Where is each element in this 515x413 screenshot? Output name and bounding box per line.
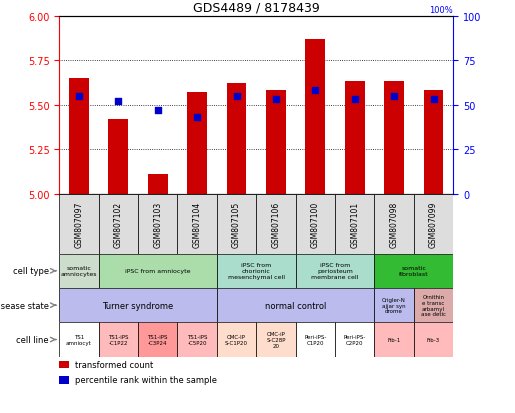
Point xyxy=(390,93,398,100)
Text: iPSC from
periosteum
membrane cell: iPSC from periosteum membrane cell xyxy=(312,263,358,280)
Bar xyxy=(69,78,89,194)
Bar xyxy=(374,323,414,357)
Bar xyxy=(217,323,256,357)
Bar xyxy=(414,323,453,357)
Point xyxy=(272,97,280,103)
Bar xyxy=(109,119,128,194)
Bar xyxy=(296,194,335,254)
Bar xyxy=(217,194,256,254)
Text: iPSC from amniocyte: iPSC from amniocyte xyxy=(125,268,191,274)
Bar xyxy=(99,254,217,288)
Title: GDS4489 / 8178439: GDS4489 / 8178439 xyxy=(193,1,320,14)
Text: Fib-3: Fib-3 xyxy=(427,337,440,342)
Bar xyxy=(296,323,335,357)
Text: Fib-1: Fib-1 xyxy=(387,337,401,342)
Bar xyxy=(177,323,217,357)
Text: somatic
fibroblast: somatic fibroblast xyxy=(399,266,428,277)
Text: TS1-iPS
-C5P20: TS1-iPS -C5P20 xyxy=(187,334,208,345)
Text: iPSC from
chorionic
mesenchymal cell: iPSC from chorionic mesenchymal cell xyxy=(228,263,285,280)
Bar xyxy=(256,194,296,254)
Point xyxy=(114,98,123,105)
Bar xyxy=(414,194,453,254)
Text: Turner syndrome: Turner syndrome xyxy=(102,301,174,310)
Bar xyxy=(296,254,374,288)
Text: GSM807104: GSM807104 xyxy=(193,201,201,247)
Bar xyxy=(59,323,99,357)
Text: TS1-iPS
-C1P22: TS1-iPS -C1P22 xyxy=(108,334,129,345)
Bar xyxy=(414,288,453,323)
Text: GSM807099: GSM807099 xyxy=(429,201,438,247)
Text: GSM807097: GSM807097 xyxy=(75,201,83,247)
Bar xyxy=(59,194,99,254)
Text: GSM807100: GSM807100 xyxy=(311,201,320,247)
Bar xyxy=(227,84,246,194)
Text: somatic
amniocytes: somatic amniocytes xyxy=(61,266,97,277)
Bar xyxy=(217,254,296,288)
Bar xyxy=(374,288,414,323)
Bar xyxy=(266,91,286,194)
Text: GSM807105: GSM807105 xyxy=(232,201,241,247)
Bar xyxy=(424,91,443,194)
Point xyxy=(193,114,201,121)
Text: TS1-iPS
-C3P24: TS1-iPS -C3P24 xyxy=(147,334,168,345)
Text: Peri-iPS-
C1P20: Peri-iPS- C1P20 xyxy=(304,334,327,345)
Bar xyxy=(305,40,325,194)
Text: Ornithin
e transc
arbamyl
ase detic: Ornithin e transc arbamyl ase detic xyxy=(421,294,446,317)
Bar xyxy=(59,288,217,323)
Point xyxy=(153,107,162,114)
Bar xyxy=(335,194,374,254)
Bar xyxy=(335,323,374,357)
Bar xyxy=(99,194,138,254)
Bar xyxy=(148,175,167,194)
Text: Peri-iPS-
C2P20: Peri-iPS- C2P20 xyxy=(344,334,366,345)
Text: 100%: 100% xyxy=(430,6,453,15)
Text: cell line: cell line xyxy=(16,335,49,344)
Bar xyxy=(374,194,414,254)
Text: GSM807098: GSM807098 xyxy=(390,201,399,247)
Bar xyxy=(59,361,69,368)
Text: GSM807102: GSM807102 xyxy=(114,201,123,247)
Text: GSM807101: GSM807101 xyxy=(350,201,359,247)
Bar xyxy=(138,194,177,254)
Text: TS1
amniocyt: TS1 amniocyt xyxy=(66,334,92,345)
Text: normal control: normal control xyxy=(265,301,327,310)
Point xyxy=(430,97,438,103)
Bar xyxy=(59,376,69,384)
Bar xyxy=(256,323,296,357)
Text: percentile rank within the sample: percentile rank within the sample xyxy=(75,375,217,385)
Bar xyxy=(187,93,207,194)
Bar xyxy=(138,323,177,357)
Text: CMC-iP
S-C28P
20: CMC-iP S-C28P 20 xyxy=(266,331,286,348)
Text: transformed count: transformed count xyxy=(75,360,153,369)
Text: cell type: cell type xyxy=(13,267,49,275)
Text: GSM807103: GSM807103 xyxy=(153,201,162,247)
Point xyxy=(351,97,359,103)
Bar xyxy=(59,254,99,288)
Point xyxy=(232,93,241,100)
Text: CMC-IP
S-C1P20: CMC-IP S-C1P20 xyxy=(225,334,248,345)
Bar xyxy=(177,194,217,254)
Bar xyxy=(374,254,453,288)
Text: disease state: disease state xyxy=(0,301,49,310)
Bar xyxy=(384,82,404,194)
Point xyxy=(311,88,319,95)
Bar xyxy=(217,288,374,323)
Point xyxy=(75,93,83,100)
Text: GSM807106: GSM807106 xyxy=(271,201,280,247)
Text: Crigler-N
ajjar syn
drome: Crigler-N ajjar syn drome xyxy=(382,297,406,314)
Bar xyxy=(99,323,138,357)
Bar xyxy=(345,82,365,194)
